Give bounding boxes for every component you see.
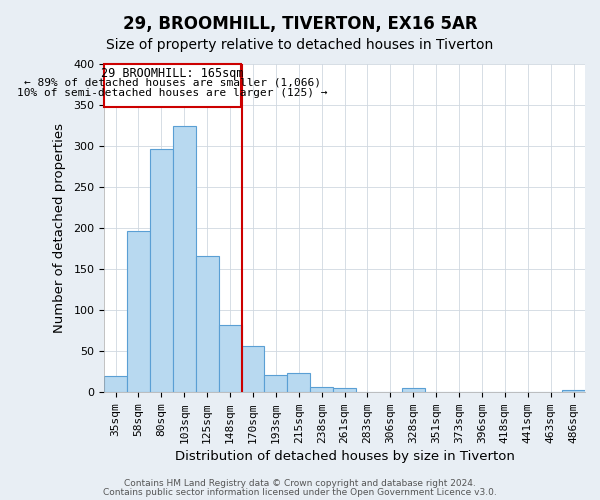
Bar xyxy=(173,126,196,392)
Bar xyxy=(287,372,310,392)
Text: Size of property relative to detached houses in Tiverton: Size of property relative to detached ho… xyxy=(106,38,494,52)
Text: Contains HM Land Registry data © Crown copyright and database right 2024.: Contains HM Land Registry data © Crown c… xyxy=(124,479,476,488)
Bar xyxy=(196,256,218,392)
Bar xyxy=(127,230,150,392)
Text: 29, BROOMHILL, TIVERTON, EX16 5AR: 29, BROOMHILL, TIVERTON, EX16 5AR xyxy=(122,15,478,33)
Bar xyxy=(218,325,242,392)
Y-axis label: Number of detached properties: Number of detached properties xyxy=(53,123,67,333)
X-axis label: Distribution of detached houses by size in Tiverton: Distribution of detached houses by size … xyxy=(175,450,515,462)
Text: ← 89% of detached houses are smaller (1,066): ← 89% of detached houses are smaller (1,… xyxy=(24,78,321,88)
Bar xyxy=(333,388,356,392)
Bar xyxy=(310,388,333,392)
Bar xyxy=(150,148,173,392)
FancyBboxPatch shape xyxy=(104,64,241,106)
Text: Contains public sector information licensed under the Open Government Licence v3: Contains public sector information licen… xyxy=(103,488,497,497)
Text: 29 BROOMHILL: 165sqm: 29 BROOMHILL: 165sqm xyxy=(101,68,244,80)
Bar xyxy=(242,346,265,393)
Bar xyxy=(402,388,425,392)
Text: 10% of semi-detached houses are larger (125) →: 10% of semi-detached houses are larger (… xyxy=(17,88,328,98)
Bar xyxy=(265,375,287,392)
Bar xyxy=(562,390,585,392)
Bar xyxy=(104,376,127,392)
